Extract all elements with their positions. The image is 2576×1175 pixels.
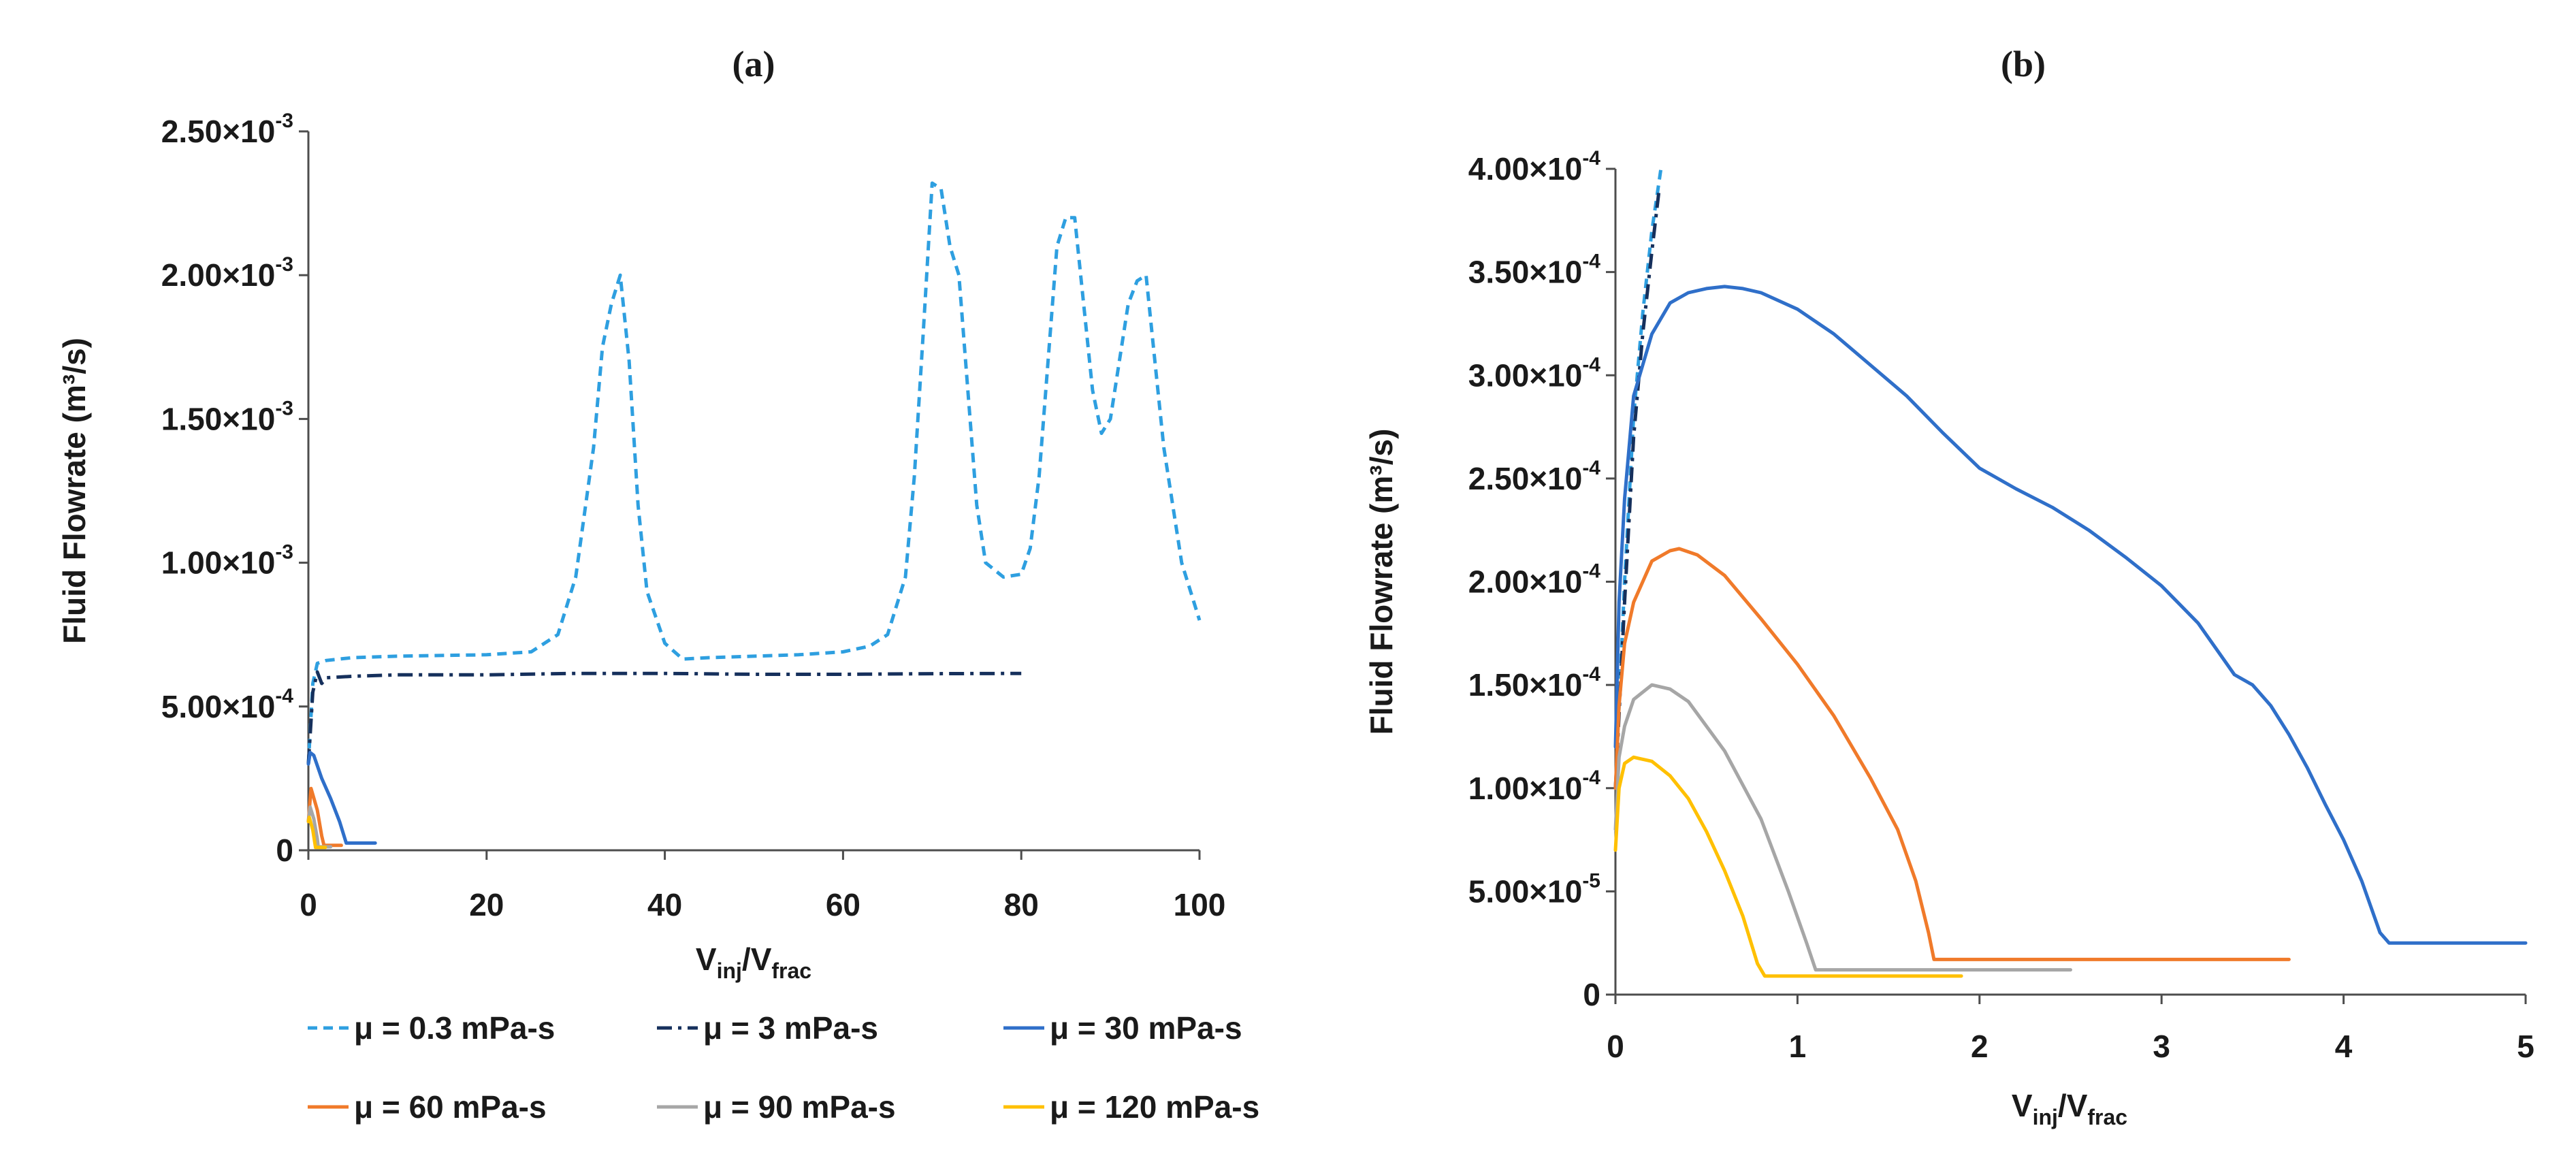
series-line-0: [306, 181, 1202, 764]
x-tick-label: 2: [1971, 1029, 1989, 1064]
series-line-2: [1613, 285, 2528, 945]
legend-label-1: μ = 3 mPa-s: [703, 1010, 878, 1046]
x-tick-label: 3: [2153, 1029, 2170, 1064]
y-tick-label: 2.50×10-4: [1468, 457, 1601, 496]
y-tick-label: 3.50×10-4: [1468, 251, 1601, 290]
y-tick-label: 4.00×10-4: [1468, 147, 1601, 187]
y-axis-label: Fluid Flowrate (m³/s): [57, 338, 92, 644]
y-tick-label: 0: [1583, 977, 1600, 1012]
x-tick-label: 1: [1789, 1029, 1807, 1064]
y-tick-label: 1.50×10-4: [1468, 663, 1601, 703]
y-tick-label: 1.00×10-3: [161, 541, 293, 581]
series-line-0: [1613, 168, 1663, 788]
series-line-5: [1613, 755, 1963, 978]
series-line-2: [306, 750, 377, 845]
x-tick-label: 4: [2335, 1029, 2353, 1064]
x-tick-label: 40: [647, 887, 682, 922]
y-tick-label: 2.50×10-3: [161, 110, 293, 149]
x-tick-label: 80: [1004, 887, 1039, 922]
legend-label-2: μ = 30 mPa-s: [1050, 1010, 1242, 1046]
panel-b: (b) 0 5.00×10-5 1.00×10-4 1.50×10-4 2.00×10-4…: [1364, 44, 2534, 1129]
legend-label-5: μ = 120 mPa-s: [1050, 1089, 1259, 1125]
x-tick-label: 5: [2517, 1029, 2534, 1064]
legend-label-4: μ = 90 mPa-s: [703, 1089, 896, 1125]
y-tick-label: 1.00×10-4: [1468, 767, 1601, 806]
y-tick-label: 1.50×10-3: [161, 397, 293, 436]
y-tick-label: 2.00×10-4: [1468, 560, 1601, 600]
legend-label-3: μ = 60 mPa-s: [354, 1089, 547, 1125]
x-tick-label: 0: [300, 887, 317, 922]
panel-a: (a) 0 5.00×10-4 1.00×10-3 1.50×10-3 2.00×10-3…: [57, 44, 1225, 983]
y-tick-label: 5.00×10-4: [161, 685, 294, 724]
x-axis-label: Vinj/Vfrac: [696, 941, 811, 983]
series-line-1: [306, 670, 1022, 764]
x-axis-label: Vinj/Vfrac: [2012, 1088, 2127, 1129]
series-line-3: [1613, 547, 2291, 961]
y-tick-label: 3.00×10-4: [1468, 353, 1601, 393]
legend-label-0: μ = 0.3 mPa-s: [354, 1010, 555, 1046]
y-tick-label: 2.00×10-3: [161, 253, 293, 293]
x-tick-label: 60: [826, 887, 860, 922]
x-tick-label: 0: [1607, 1029, 1624, 1064]
series-line-4: [1613, 683, 2072, 972]
legend: μ = 0.3 mPa-s μ = 3 mPa-s μ = 30 mPa-s μ = …: [308, 1010, 1259, 1125]
panel-title: (b): [2001, 44, 2046, 84]
y-tick-label: 0: [276, 833, 293, 868]
y-axis-label: Fluid Flowrate (m³/s): [1364, 429, 1399, 735]
x-tick-label: 20: [469, 887, 504, 922]
panel-title: (a): [732, 44, 775, 84]
series-line-5: [306, 815, 327, 850]
y-tick-label: 5.00×10-5: [1468, 869, 1600, 909]
x-tick-label: 100: [1174, 887, 1226, 922]
